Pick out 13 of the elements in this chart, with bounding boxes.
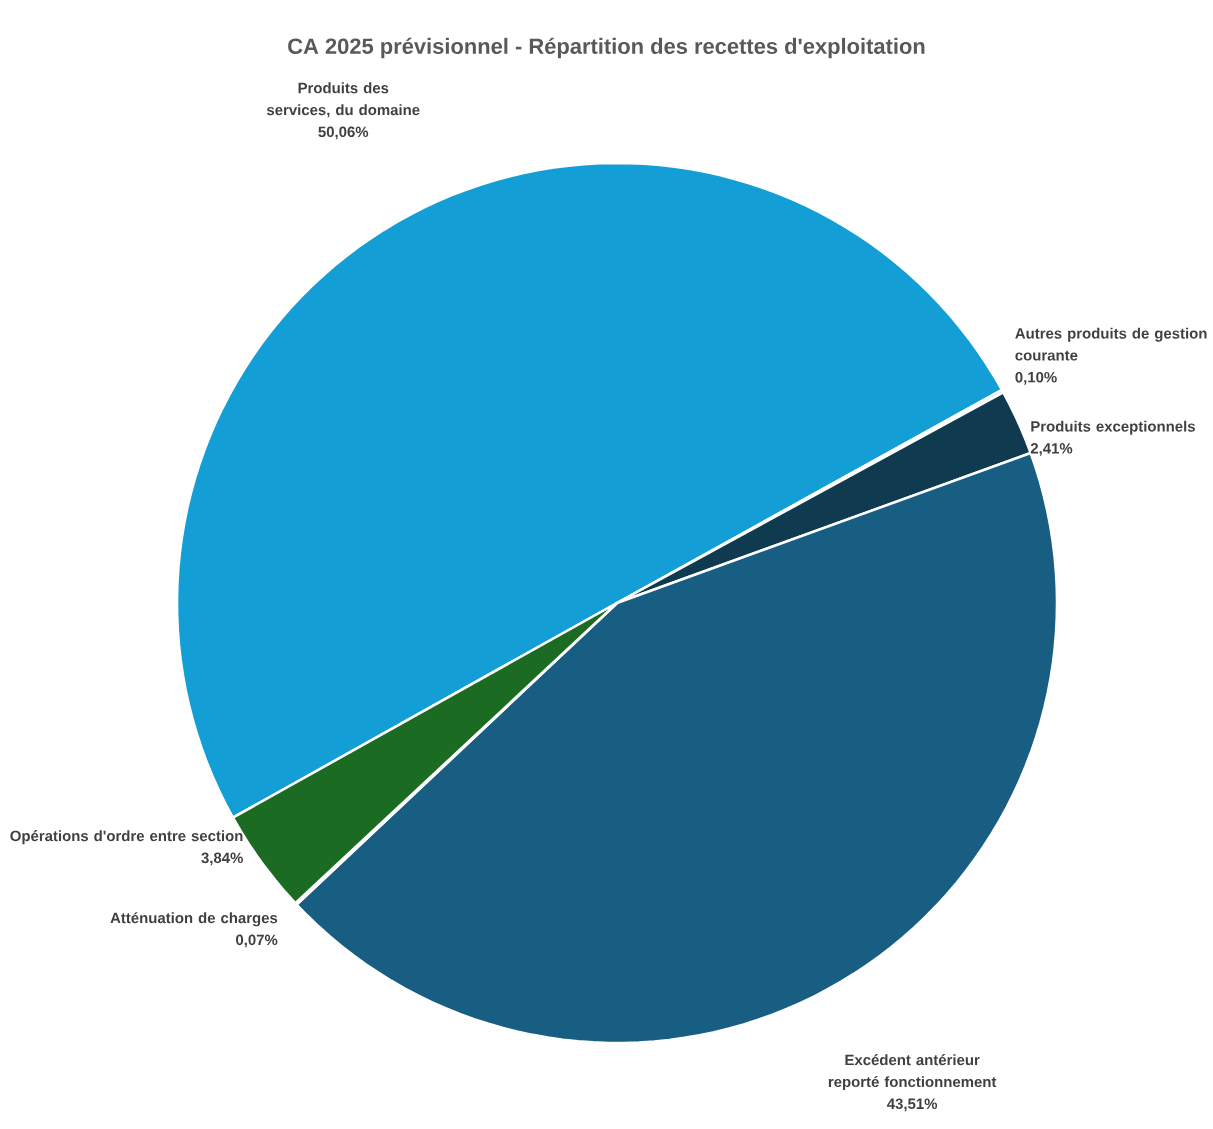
slice-label: Produits exceptionnels [1031,420,1195,435]
slice-label: Atténuation de charges [110,912,278,927]
slice-label: Produits des services, du domaine [266,82,420,118]
data-label: 0,10% [1015,371,1057,385]
data-label: 2,41% [1030,443,1073,456]
chart-title: CA 2025 prévisionnel - Répartition des recettes d'exploitation [288,37,925,59]
slice-label: Autres produits de gestion courante [1015,327,1207,361]
data-label: 3,84% [201,852,243,866]
data-label: 0,07% [236,934,278,948]
slice-label: Excédent antérieur reporté fonctionnement [828,1054,997,1091]
data-label: 43,51% [887,1098,938,1112]
data-label: 50,06% [318,126,369,140]
slice-label: Opérations d'ordre entre section [10,830,243,845]
